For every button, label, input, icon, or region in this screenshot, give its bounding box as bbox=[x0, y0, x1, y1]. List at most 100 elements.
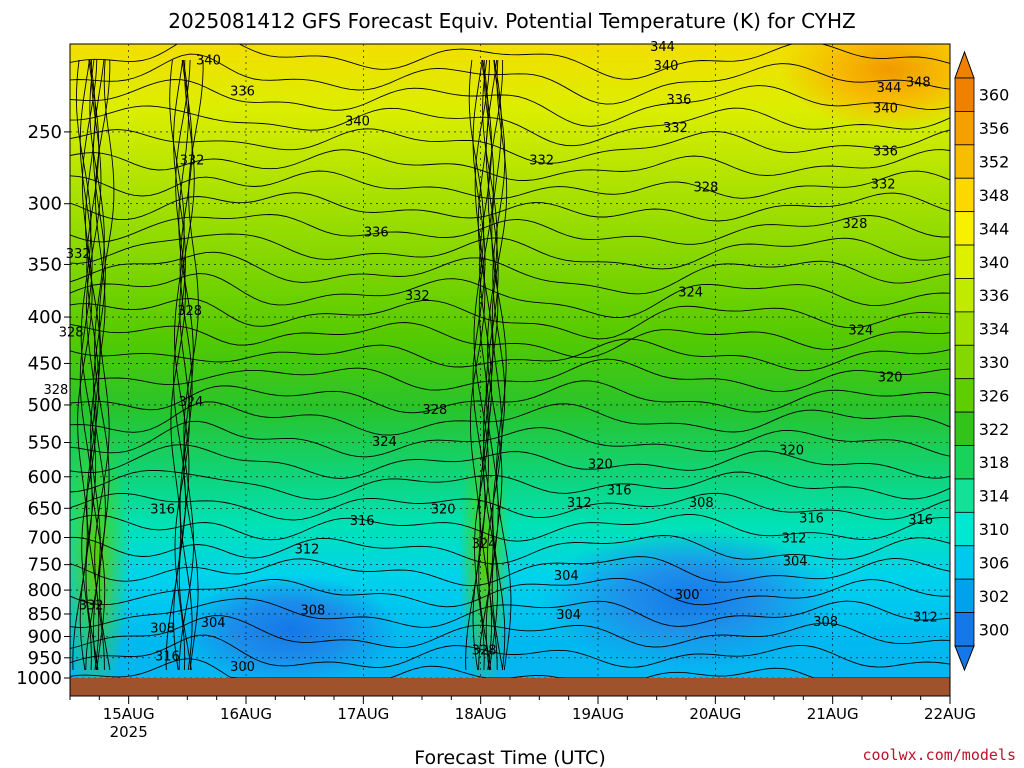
contour-label: 304 bbox=[556, 608, 581, 623]
x-tick-label: 16AUG bbox=[220, 705, 272, 723]
contour-label: 320 bbox=[878, 370, 903, 385]
frontal-contour bbox=[179, 59, 193, 671]
y-tick-label: 600 bbox=[28, 467, 62, 488]
contour-label: 304 bbox=[783, 554, 808, 569]
frontal-contour bbox=[485, 59, 499, 671]
contour-label: 332 bbox=[79, 599, 104, 614]
contour-label: 344 bbox=[877, 81, 902, 96]
colorbar-swatch bbox=[954, 478, 975, 513]
contour-label: 320 bbox=[588, 457, 613, 472]
contour-label: 328 bbox=[422, 403, 447, 418]
x-tick-label: 21AUG bbox=[807, 705, 859, 723]
contour-label: 340 bbox=[654, 59, 679, 74]
contour-line bbox=[70, 149, 950, 181]
contour-label: 312 bbox=[567, 496, 592, 511]
y-tick-label: 550 bbox=[28, 432, 62, 453]
frontal-contour bbox=[79, 59, 93, 671]
frontal-contour bbox=[94, 59, 115, 671]
contour-line bbox=[70, 556, 950, 587]
colorbar-label: 340 bbox=[979, 253, 1010, 272]
contour-label: 324 bbox=[178, 395, 203, 410]
contour-label: 316 bbox=[908, 513, 933, 528]
contour-line bbox=[70, 492, 950, 521]
contour-line bbox=[70, 577, 950, 608]
x-tick-label: 15AUG bbox=[103, 705, 155, 723]
colorbar-label: 334 bbox=[979, 320, 1010, 339]
colorbar-label: 326 bbox=[979, 386, 1010, 405]
contour-labels: 340 336 340 332 336 332 328 332 328 328 324 328 324 3… bbox=[44, 40, 938, 675]
frontal-contour bbox=[81, 59, 102, 671]
contour-label: 316 bbox=[155, 650, 180, 665]
frontal-contour bbox=[85, 59, 106, 671]
contour-label: 328 bbox=[694, 180, 719, 195]
frontal-contour bbox=[178, 60, 204, 671]
colorbar-swatch bbox=[954, 211, 975, 246]
contour-label: 308 bbox=[150, 622, 175, 637]
frontal-contour bbox=[477, 59, 499, 671]
contour-line bbox=[70, 44, 950, 80]
contour-line bbox=[70, 444, 950, 479]
contour-label: 332 bbox=[663, 121, 688, 136]
colorbar-swatch bbox=[954, 244, 975, 279]
frontal-contour bbox=[169, 59, 192, 671]
contour-line bbox=[70, 128, 950, 164]
contour-label: 324 bbox=[372, 435, 397, 450]
contour-label: 332 bbox=[529, 153, 554, 168]
contour-label: 332 bbox=[871, 178, 896, 193]
colorbar-label: 360 bbox=[979, 86, 1010, 105]
contour-line bbox=[70, 79, 950, 127]
contour-label: 316 bbox=[607, 484, 632, 499]
contour-label: 336 bbox=[667, 93, 692, 108]
colorbar-swatch bbox=[954, 378, 975, 413]
contour-label: 348 bbox=[906, 76, 931, 91]
y-tick-label: 850 bbox=[28, 604, 62, 625]
contour-label: 324 bbox=[848, 324, 873, 339]
colorbar-swatch bbox=[954, 177, 975, 213]
colorbar-swatch bbox=[954, 111, 975, 146]
contour-label: 312 bbox=[782, 531, 807, 546]
contour-label: 316 bbox=[350, 514, 375, 529]
frontal-contour bbox=[75, 59, 99, 671]
colorbar-label: 336 bbox=[979, 286, 1010, 305]
contour-line bbox=[70, 105, 950, 147]
frontal-contour bbox=[492, 59, 506, 671]
contour-line bbox=[70, 298, 950, 340]
y-tick-label: 400 bbox=[28, 307, 62, 328]
contour-label: 308 bbox=[689, 496, 714, 511]
y-tick-label: 800 bbox=[28, 580, 62, 601]
colorbar-swatch bbox=[954, 311, 975, 346]
colorbar-label: 330 bbox=[979, 353, 1010, 372]
colorbar-label: 344 bbox=[979, 219, 1010, 238]
contour-label: 340 bbox=[873, 102, 898, 117]
contour-label: 340 bbox=[345, 115, 370, 130]
contour-label: 344 bbox=[650, 40, 675, 55]
contour-label: 336 bbox=[230, 84, 255, 99]
colorbar-swatch bbox=[954, 578, 975, 613]
contour-label: 332 bbox=[180, 153, 205, 168]
x-axis-label: Forecast Time (UTC) bbox=[414, 747, 605, 768]
frontal-contour bbox=[478, 60, 504, 671]
contour-line bbox=[70, 251, 950, 295]
contour-label: 328 bbox=[44, 383, 69, 398]
colorbar-swatch bbox=[954, 612, 975, 647]
y-tick-label: 1000 bbox=[16, 668, 62, 689]
frontal-contour bbox=[85, 60, 111, 671]
contour-line bbox=[70, 535, 950, 565]
contour-line bbox=[70, 170, 950, 200]
frontal-contour bbox=[86, 59, 100, 671]
contour-label: 308 bbox=[300, 603, 325, 618]
colorbar-label: 302 bbox=[979, 587, 1010, 606]
contour-line bbox=[70, 214, 950, 245]
colorbar-label: 310 bbox=[979, 520, 1010, 539]
warm-pool-upper bbox=[780, 44, 950, 130]
colorbar: 360 356 352 348 344 340 336 334 330 326 322 318 314 3… bbox=[954, 50, 1010, 672]
contour-label: 328 bbox=[59, 326, 84, 341]
colorbar-swatch bbox=[954, 144, 975, 179]
contour-line bbox=[70, 469, 950, 500]
frontal-contour bbox=[89, 59, 111, 671]
colorbar-swatch bbox=[954, 278, 975, 313]
contour-label: 304 bbox=[554, 569, 579, 584]
y-tick-label: 450 bbox=[28, 353, 62, 374]
y-tick-label: 950 bbox=[28, 648, 62, 669]
contour-line bbox=[70, 598, 950, 628]
